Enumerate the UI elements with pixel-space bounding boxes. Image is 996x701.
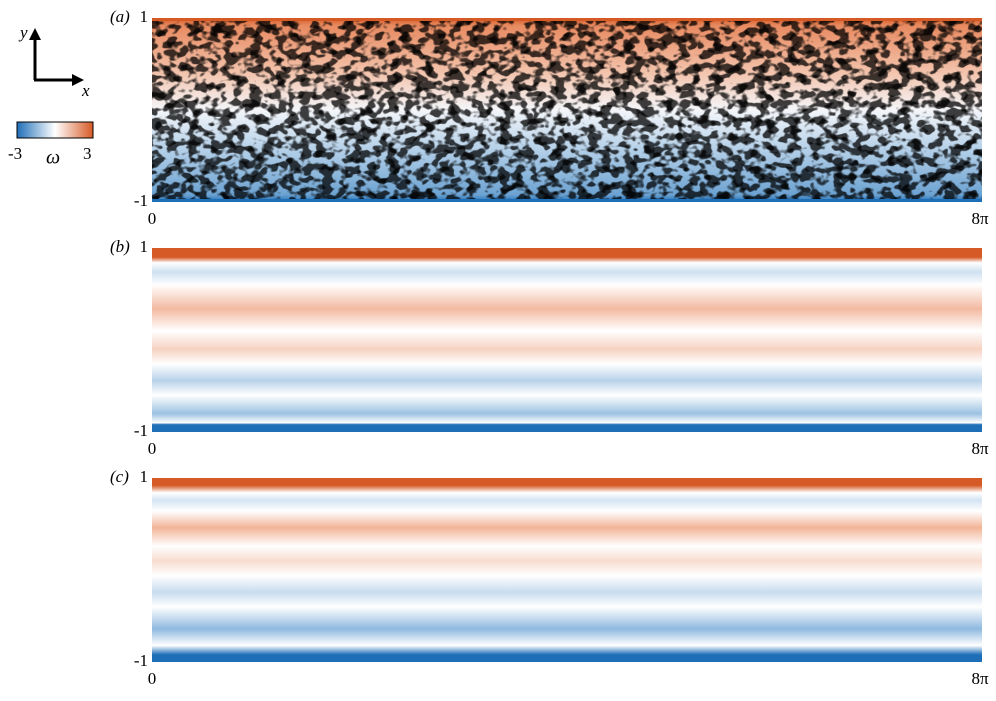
y-tick-label: 1 <box>140 237 149 256</box>
colorbar-min: -3 <box>8 144 22 163</box>
wall-top <box>152 18 982 21</box>
arrow-head <box>72 74 84 86</box>
colorbar-symbol: ω <box>46 147 60 169</box>
field-noise-red <box>152 18 982 202</box>
panel-label: (b) <box>110 237 130 256</box>
y-tick-label: -1 <box>134 651 148 670</box>
axis-y-label: y <box>18 23 28 42</box>
arrow-head <box>29 28 41 40</box>
y-tick-label: -1 <box>134 191 148 210</box>
y-tick-label: 1 <box>140 7 149 26</box>
panel-label: (c) <box>110 467 129 486</box>
wall-bottom <box>152 199 982 202</box>
colorbar <box>16 121 94 139</box>
axis-x-label: x <box>81 81 90 100</box>
x-tick-label: 0 <box>148 669 157 688</box>
x-tick-label: 8π <box>971 439 989 458</box>
field <box>152 478 982 662</box>
field <box>152 248 982 432</box>
panel-label: (a) <box>110 7 130 26</box>
y-tick-label: -1 <box>134 421 148 440</box>
x-tick-label: 8π <box>971 209 989 228</box>
x-tick-label: 0 <box>148 209 157 228</box>
x-tick-label: 8π <box>971 669 989 688</box>
colorbar-max: 3 <box>83 144 92 163</box>
axes-icon <box>33 38 74 82</box>
y-tick-label: 1 <box>140 467 149 486</box>
x-tick-label: 0 <box>148 439 157 458</box>
